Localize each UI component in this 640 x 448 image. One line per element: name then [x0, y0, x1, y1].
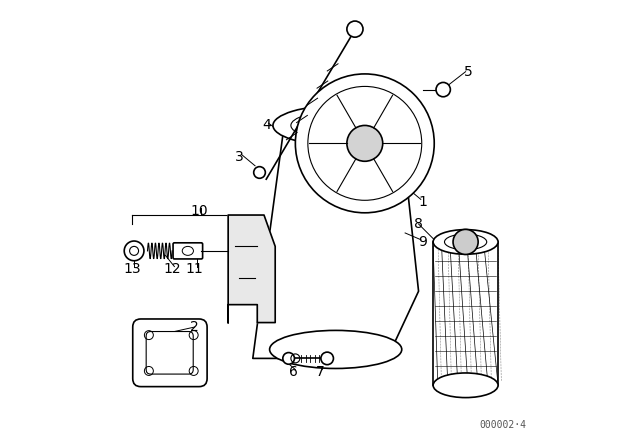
FancyBboxPatch shape [132, 319, 207, 387]
Circle shape [321, 352, 333, 365]
FancyBboxPatch shape [146, 332, 193, 374]
Circle shape [296, 74, 435, 213]
Text: 4: 4 [262, 118, 271, 133]
Text: 11: 11 [186, 262, 204, 276]
Ellipse shape [269, 331, 402, 368]
Polygon shape [228, 215, 275, 323]
Circle shape [436, 82, 451, 97]
Text: 8: 8 [414, 217, 423, 231]
Text: 5: 5 [463, 65, 472, 79]
Circle shape [347, 21, 363, 37]
Circle shape [283, 353, 294, 364]
Ellipse shape [433, 230, 498, 254]
FancyBboxPatch shape [173, 243, 203, 259]
Text: 9: 9 [419, 235, 428, 249]
Text: 12: 12 [163, 262, 181, 276]
Ellipse shape [273, 105, 408, 146]
Circle shape [453, 229, 478, 254]
Text: 3: 3 [235, 150, 244, 164]
Text: 1: 1 [419, 194, 428, 209]
Polygon shape [253, 125, 419, 358]
Circle shape [347, 125, 383, 161]
Text: 13: 13 [123, 262, 141, 276]
Text: 7: 7 [316, 365, 324, 379]
Text: 10: 10 [190, 203, 208, 218]
Ellipse shape [433, 373, 498, 398]
Text: 6: 6 [289, 365, 298, 379]
Text: 2: 2 [190, 320, 199, 334]
Text: 000002·4: 000002·4 [479, 420, 526, 430]
Circle shape [253, 167, 266, 178]
